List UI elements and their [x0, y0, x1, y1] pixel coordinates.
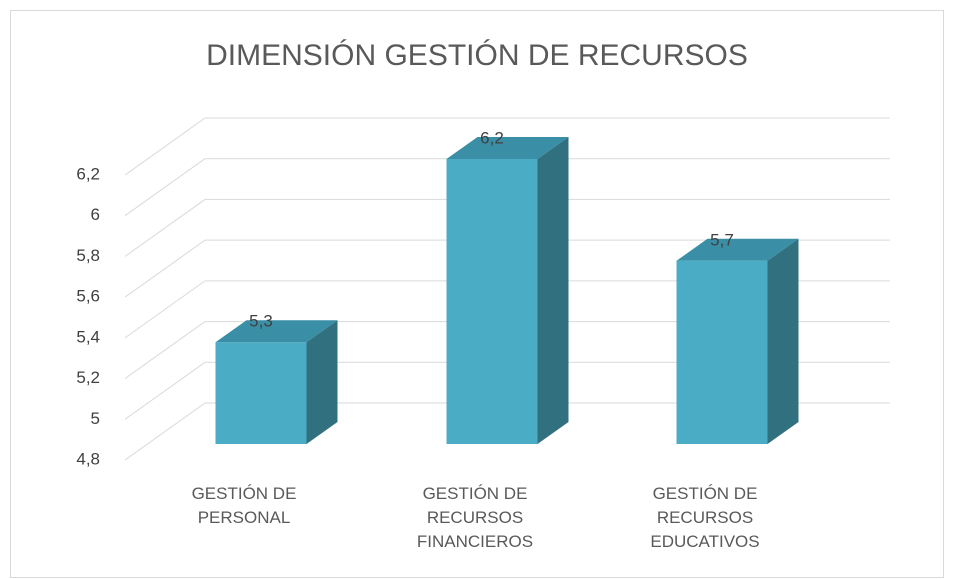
y-tick-label: 6,2: [76, 164, 100, 183]
y-tick-label: 6: [91, 205, 100, 224]
y-tick-label: 5,2: [76, 368, 100, 387]
grid-line: [124, 158, 206, 217]
bar-side: [767, 238, 799, 444]
grid-line: [124, 361, 206, 420]
y-tick-label: 5: [91, 409, 100, 428]
x-tick-label: GESTIÓN DE RECURSOS FINANCIEROS: [416, 484, 534, 551]
grid-line: [124, 199, 206, 257]
x-tick-label: GESTIÓN DE PERSONAL: [191, 484, 297, 527]
bar-front: [446, 159, 538, 444]
bar-top: [446, 137, 569, 159]
value-label: 6,2: [480, 128, 504, 147]
bar-side: [306, 320, 338, 444]
y-tick-label: 5,8: [76, 246, 100, 265]
grid-line: [124, 117, 206, 176]
y-tick-label: 5,6: [76, 287, 100, 306]
bar: [676, 238, 799, 444]
grid-line: [124, 280, 206, 339]
value-label: 5,7: [710, 230, 734, 249]
y-tick-label: 4,8: [76, 449, 100, 468]
grid-line: [124, 239, 206, 298]
bar-front: [676, 260, 768, 444]
bar-side: [537, 137, 569, 444]
grid-line: [124, 321, 206, 379]
bar: [215, 320, 338, 444]
grid-line: [124, 402, 206, 461]
y-tick-label: 5,4: [76, 327, 100, 346]
bar-top: [215, 320, 338, 343]
bar-front: [215, 342, 307, 444]
bar: [446, 137, 569, 444]
x-tick-label: GESTIÓN DE RECURSOS EDUCATIVOS: [650, 484, 760, 551]
bar-top: [676, 238, 799, 261]
chart-title: DIMENSIÓN GESTIÓN DE RECURSOS: [206, 39, 748, 72]
value-label: 5,3: [249, 312, 273, 331]
